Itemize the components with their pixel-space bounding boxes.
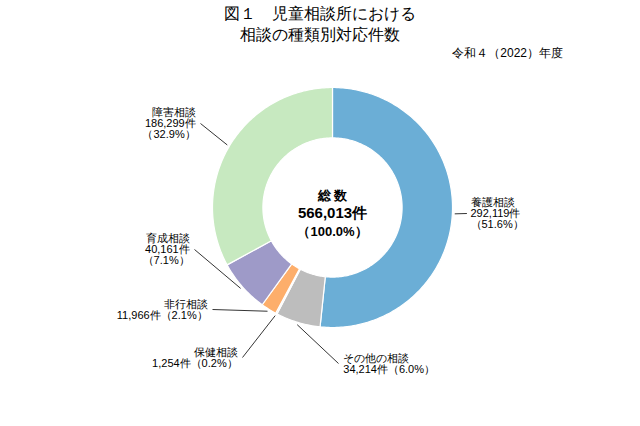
- svg-text:障害相談186,299件（32.9%）: 障害相談186,299件（32.9%）: [142, 106, 195, 140]
- svg-text:（100.0%）: （100.0%）: [297, 224, 367, 239]
- svg-text:保健相談1,254件（0.2%）: 保健相談1,254件（0.2%）: [152, 346, 238, 369]
- svg-text:その他の相談34,214件（6.0%）: その他の相談34,214件（6.0%）: [343, 352, 435, 375]
- svg-text:養護相談292,119件（51.6%）: 養護相談292,119件（51.6%）: [471, 196, 524, 230]
- svg-text:育成相談40,161件（7.1%）: 育成相談40,161件（7.1%）: [143, 232, 190, 266]
- html-text:令和４（2022）年度: 令和４（2022）年度: [452, 45, 563, 60]
- svg-text:非行相談11,966件（2.1%）: 非行相談11,966件（2.1%）: [117, 298, 208, 321]
- svg-text:566,013件: 566,013件: [298, 204, 367, 221]
- svg-text:総 数: 総 数: [317, 188, 349, 203]
- html-text:図１ 児童相談所における 相談の種類別対応件数: 図１ 児童相談所における 相談の種類別対応件数: [224, 5, 416, 43]
